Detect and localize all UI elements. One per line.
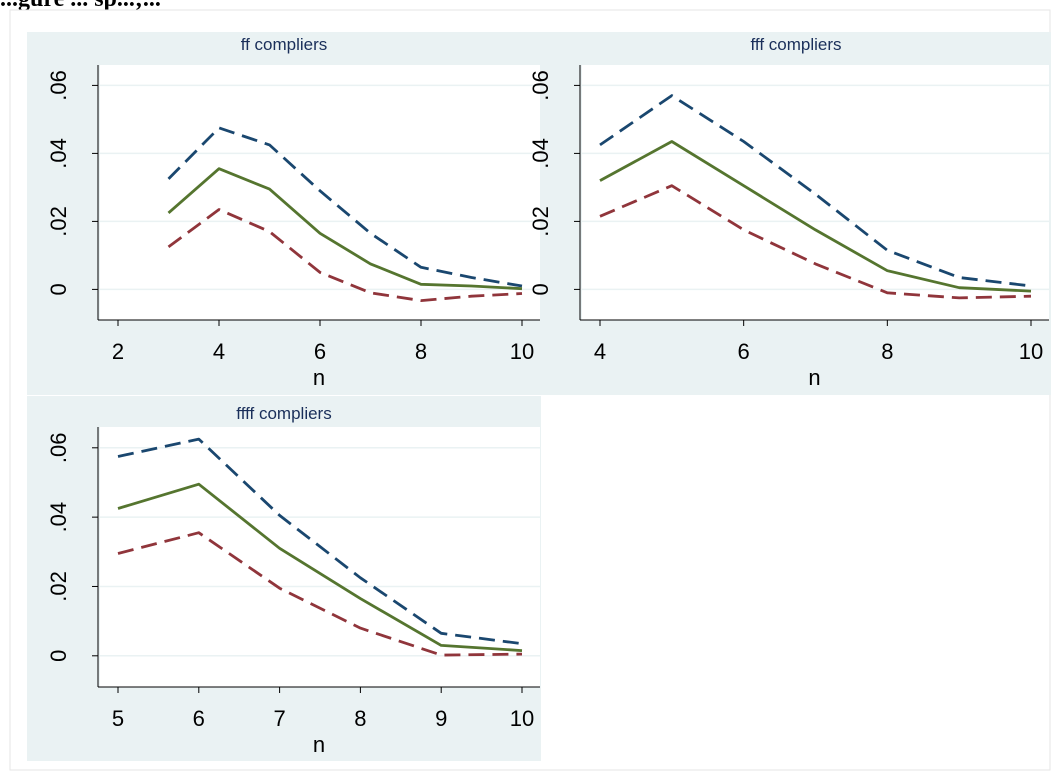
y-tick-label: .06	[528, 70, 553, 101]
x-tick-label: 8	[354, 706, 366, 731]
series-line-1	[599, 94, 1032, 288]
chart-panel-1: 0 .02 .04 .06 2 4 6 8 10 n ff compliers	[27, 32, 541, 395]
y-tick-label: 0	[528, 283, 553, 295]
y-tick-label: 0	[46, 650, 71, 662]
series-line-2	[167, 167, 523, 291]
x-axis-title: n	[808, 365, 820, 390]
x-tick-label: 10	[510, 339, 534, 364]
x-tick-label: 7	[273, 706, 285, 731]
series-line-3	[599, 184, 1032, 300]
x-tick-label: 6	[738, 339, 750, 364]
chart-panel-2: 0 .02 .04 .06 4 6 8 10 n fff compliers	[528, 32, 1051, 395]
series-line-2	[599, 140, 1032, 293]
x-tick-label: 8	[881, 339, 893, 364]
x-tick-label: 8	[415, 339, 427, 364]
y-tick-label: .04	[46, 502, 71, 533]
y-tick-label: .04	[46, 138, 71, 169]
y-tick-label: 0	[46, 283, 71, 295]
panel-title: ffff compliers	[236, 404, 331, 423]
x-axis-title: n	[313, 365, 325, 390]
x-axis-title: n	[313, 732, 325, 757]
series-line-3	[117, 531, 523, 657]
y-tick-label: .02	[528, 206, 553, 237]
x-tick-label: 6	[193, 706, 205, 731]
y-tick-label: .02	[46, 206, 71, 237]
x-tick-label: 10	[1019, 339, 1043, 364]
x-tick-label: 6	[314, 339, 326, 364]
figure-caption-cropped: ...gure ... sp...;...	[0, 0, 560, 14]
series-line-3	[167, 208, 523, 303]
plot-region	[100, 427, 540, 687]
x-tick-label: 2	[112, 339, 124, 364]
series-line-1	[117, 437, 523, 646]
series-line-1	[167, 126, 523, 288]
panel-title: fff compliers	[750, 35, 841, 54]
y-tick-label: .02	[46, 571, 71, 602]
x-tick-label: 9	[435, 706, 447, 731]
x-tick-label: 5	[112, 706, 124, 731]
x-tick-label: 4	[594, 339, 606, 364]
series-line-2	[117, 482, 523, 652]
y-tick-label: .06	[46, 433, 71, 464]
plot-region	[582, 65, 1049, 320]
chart-panel-3: 0 .02 .04 .06 5 6 7 8 9 10 n ffff compliers	[27, 396, 541, 761]
y-tick-label: .06	[46, 70, 71, 101]
x-tick-label: 4	[213, 339, 225, 364]
x-tick-label: 10	[510, 706, 534, 731]
panel-title: ff compliers	[241, 35, 328, 54]
y-tick-label: .04	[528, 138, 553, 169]
